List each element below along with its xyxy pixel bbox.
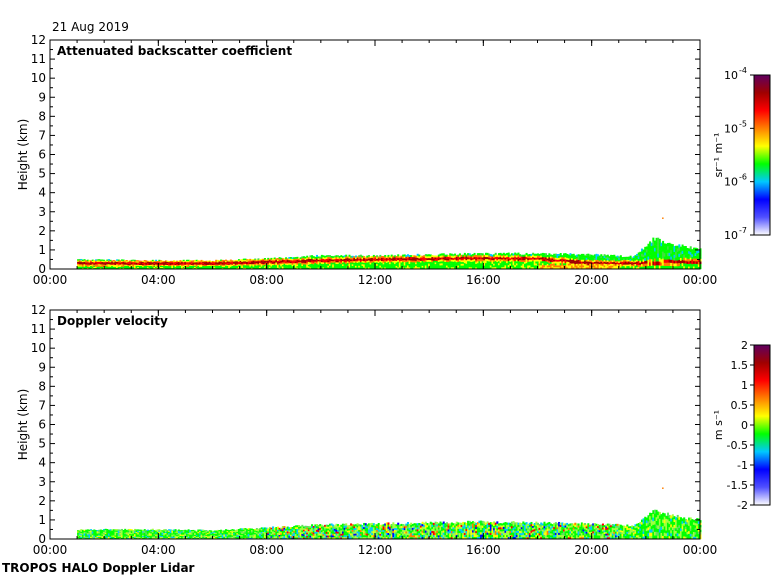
- y-tick-label: 2: [38, 494, 46, 508]
- colorbar-tick-label: -2: [737, 499, 748, 512]
- y-axis-label: Height (km): [16, 389, 30, 460]
- y-tick-label: 7: [38, 398, 46, 412]
- y-tick-label: 4: [38, 186, 46, 200]
- date-label: 21 Aug 2019: [52, 20, 129, 34]
- y-tick-label: 0: [38, 532, 46, 546]
- y-tick-label: 1: [38, 513, 46, 527]
- y-tick-label: 10: [31, 341, 46, 355]
- y-tick-label: 5: [38, 437, 46, 451]
- plot-area: [50, 40, 700, 269]
- x-tick-label: 04:00: [141, 273, 176, 287]
- isolated-echo: [662, 487, 664, 489]
- colorbar-tick-label: 1.5: [731, 359, 749, 372]
- heatmap-cells: [77, 487, 702, 540]
- y-tick-label: 11: [31, 322, 46, 336]
- colorbar: [753, 74, 771, 236]
- y-tick-label: 9: [38, 360, 46, 374]
- x-tick-label: 00:00: [33, 543, 68, 557]
- colorbar-tick-exponent: -7: [739, 226, 747, 235]
- y-tick-label: 6: [38, 418, 46, 432]
- y-tick-label: 3: [38, 475, 46, 489]
- x-tick-label: 20:00: [574, 273, 609, 287]
- x-tick-label: 00:00: [33, 273, 68, 287]
- x-tick-label: 16:00: [466, 543, 501, 557]
- y-tick-label: 9: [38, 90, 46, 104]
- colorbar-tick-label: 1: [741, 379, 748, 392]
- x-tick-label: 08:00: [249, 273, 284, 287]
- chart-title: Doppler velocity: [57, 314, 168, 328]
- colorbar-tick-label: -0.5: [727, 439, 748, 452]
- y-tick-label: 8: [38, 109, 46, 123]
- y-tick-label: 8: [38, 379, 46, 393]
- colorbar-tick-label: 10: [724, 229, 738, 242]
- y-tick-label: 10: [31, 71, 46, 85]
- colorbar: [753, 344, 771, 506]
- y-tick-label: 12: [31, 33, 46, 47]
- colorbar-tick-exponent: -4: [739, 66, 747, 75]
- chart-title: Attenuated backscatter coefficient: [57, 44, 292, 58]
- x-tick-label: 00:00: [683, 543, 718, 557]
- instrument-footer: TROPOS HALO Doppler Lidar: [2, 561, 195, 575]
- x-tick-label: 08:00: [249, 543, 284, 557]
- y-tick-label: 0: [38, 262, 46, 276]
- y-tick-label: 7: [38, 128, 46, 142]
- colorbar-label: m s⁻¹: [712, 410, 725, 440]
- plot-area: [50, 310, 700, 539]
- y-tick-label: 1: [38, 243, 46, 257]
- y-tick-label: 3: [38, 205, 46, 219]
- isolated-echo: [662, 217, 664, 219]
- colorbar-label: sr⁻¹ m⁻¹: [712, 133, 725, 178]
- colorbar-tick-label: 2: [741, 339, 748, 352]
- x-tick-label: 12:00: [358, 543, 393, 557]
- y-tick-label: 12: [31, 303, 46, 317]
- y-tick-label: 5: [38, 167, 46, 181]
- colorbar-tick-label: 0.5: [731, 399, 749, 412]
- x-tick-label: 00:00: [683, 273, 718, 287]
- colorbar-tick-label: 0: [741, 419, 748, 432]
- y-tick-label: 11: [31, 52, 46, 66]
- colorbar-tick-label: 10: [724, 69, 738, 82]
- colorbar-tick-label: -1: [737, 459, 748, 472]
- y-axis-label: Height (km): [16, 119, 30, 190]
- colorbar-tick-label: 10: [724, 122, 738, 135]
- x-tick-label: 20:00: [574, 543, 609, 557]
- colorbar-tick-label: -1.5: [727, 479, 748, 492]
- y-tick-label: 6: [38, 148, 46, 162]
- colorbar-tick-exponent: -6: [739, 173, 747, 182]
- x-tick-label: 16:00: [466, 273, 501, 287]
- colorbar-tick-exponent: -5: [739, 119, 747, 128]
- x-tick-label: 12:00: [358, 273, 393, 287]
- y-tick-label: 4: [38, 456, 46, 470]
- colorbar-tick-label: 10: [724, 176, 738, 189]
- x-tick-label: 04:00: [141, 543, 176, 557]
- y-tick-label: 2: [38, 224, 46, 238]
